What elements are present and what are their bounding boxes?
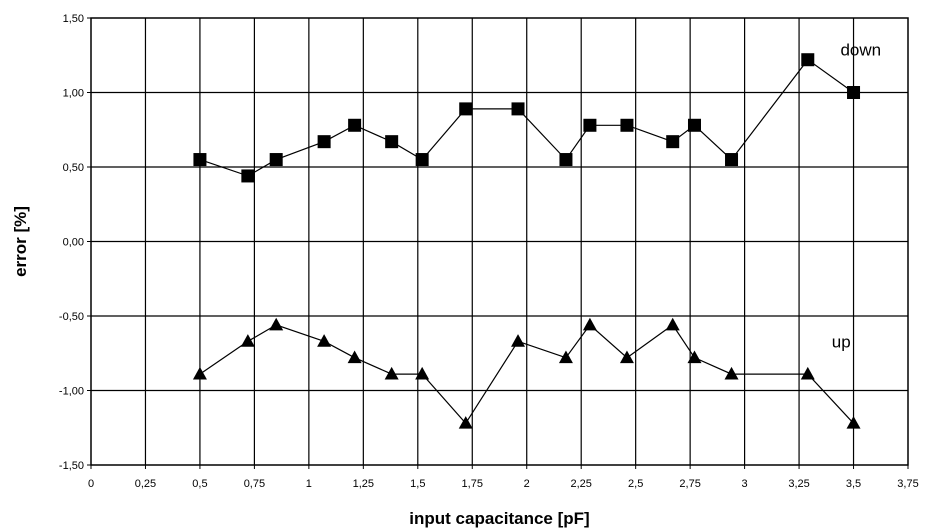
data-point-down	[348, 118, 362, 132]
data-point-down	[725, 153, 739, 167]
data-point-down	[269, 153, 283, 167]
series-label-up: up	[832, 332, 851, 351]
x-axis-ticks: 0 0,25 0,5 0,75 1 1,25 1,5 1,75 2 2,25 2,5 2,75 3 3,2…	[88, 465, 919, 490]
data-point-up	[317, 334, 332, 347]
data-point-down	[193, 153, 207, 167]
data-point-down	[415, 153, 429, 167]
y-tick-label: 1,50	[63, 13, 84, 25]
data-point-down	[385, 135, 399, 149]
x-tick-label: 2	[524, 478, 530, 490]
data-point-up	[384, 366, 399, 380]
data-point-down	[459, 102, 473, 116]
x-tick-label: 3,5	[846, 478, 861, 490]
x-tick-label: 1,25	[353, 478, 374, 490]
x-tick-label: 3,25	[788, 478, 809, 490]
gridlines	[91, 18, 908, 465]
data-point-up	[347, 350, 362, 364]
data-point-up	[558, 350, 573, 364]
data-point-up	[619, 350, 634, 364]
data-point-up	[687, 350, 702, 364]
x-tick-label: 2,5	[628, 478, 643, 490]
data-point-up	[269, 317, 284, 331]
data-point-down	[511, 102, 525, 116]
series-label-down: down	[840, 40, 881, 59]
data-point-down	[559, 153, 573, 167]
data-point-up	[665, 317, 680, 331]
y-axis-title: error [%]	[11, 206, 30, 277]
x-tick-label: 1,5	[410, 478, 425, 490]
data-point-up	[240, 334, 255, 347]
x-tick-label: 0	[88, 478, 94, 490]
series-layer	[192, 53, 861, 429]
x-tick-label: 0,5	[192, 478, 207, 490]
data-point-up	[458, 416, 473, 429]
y-tick-label: -1,50	[59, 460, 84, 472]
y-tick-label: 0,50	[63, 162, 84, 174]
x-tick-label: 2,25	[570, 478, 591, 490]
data-point-down	[583, 118, 597, 132]
y-tick-label: 0,00	[63, 237, 84, 249]
data-point-up	[800, 366, 815, 380]
y-tick-label: -0,50	[59, 311, 84, 323]
data-point-up	[415, 366, 430, 380]
data-point-up	[511, 334, 526, 347]
data-point-down	[687, 118, 701, 132]
data-point-down	[620, 118, 634, 132]
x-tick-label: 0,75	[244, 478, 265, 490]
data-point-up	[582, 317, 597, 331]
y-tick-label: 1,00	[63, 88, 84, 100]
data-point-down	[801, 53, 815, 67]
data-point-up	[192, 366, 207, 380]
x-axis-title: input capacitance [pF]	[409, 509, 589, 528]
x-tick-label: 3,75	[897, 478, 918, 490]
data-point-down	[241, 169, 255, 183]
data-point-down	[666, 135, 680, 149]
x-tick-label: 1	[306, 478, 312, 490]
x-tick-label: 2,75	[679, 478, 700, 490]
data-point-up	[724, 366, 739, 380]
data-point-down	[847, 86, 861, 99]
data-point-up	[846, 416, 861, 429]
y-tick-label: -1,00	[59, 386, 84, 398]
y-axis-ticks: 1,50 1,00 0,50 0,00 -0,50 -1,00 -1,50	[59, 13, 91, 472]
data-point-down	[317, 135, 331, 149]
x-tick-label: 1,75	[462, 478, 483, 490]
x-tick-label: 3	[742, 478, 748, 490]
x-tick-label: 0,25	[135, 478, 156, 490]
